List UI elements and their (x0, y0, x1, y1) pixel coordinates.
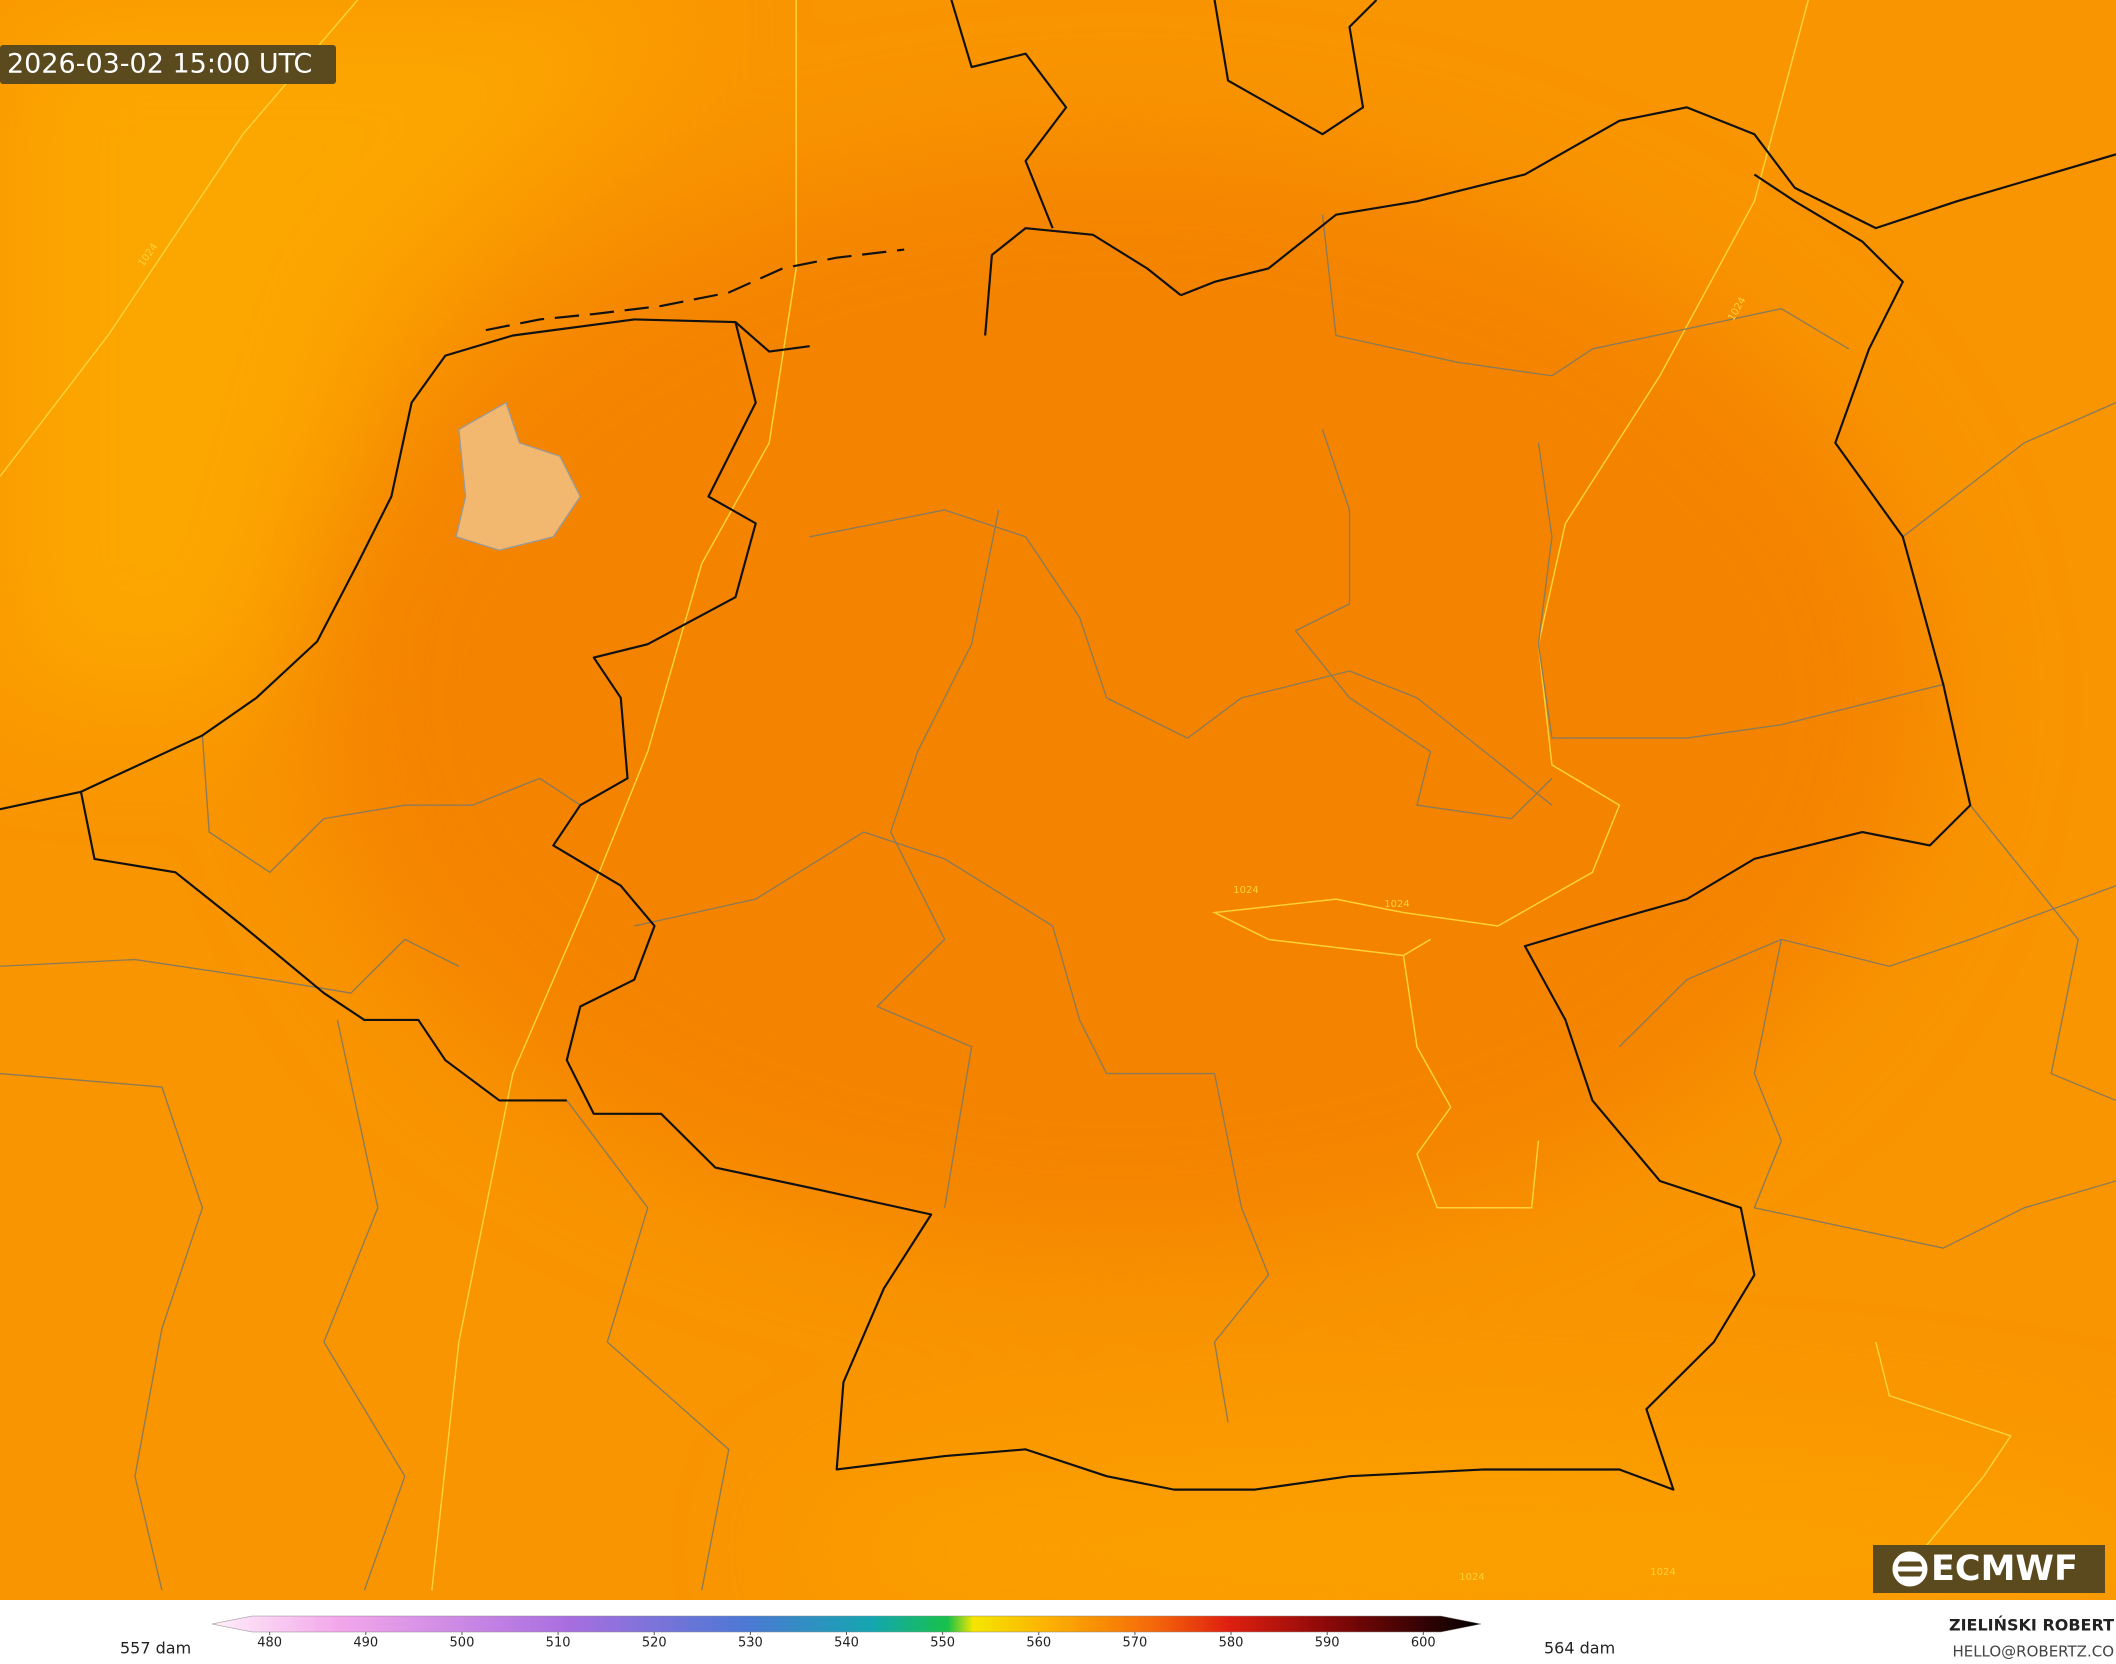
colorbar-min-label: 557 dam (120, 1639, 191, 1658)
contour-label: 1024 (1384, 899, 1409, 910)
coastline (0, 318, 810, 811)
colorbar-tick-label: 550 (930, 1636, 955, 1651)
region-border (634, 831, 1270, 1423)
region-border (323, 1019, 406, 1591)
region-border (1321, 214, 1850, 377)
logo-icon (1892, 1551, 1928, 1587)
credit-author: ZIELIŃSKI ROBERT (1949, 1616, 2114, 1635)
isobar (1211, 0, 1810, 957)
colorbar-tick-label: 490 (353, 1636, 378, 1651)
region-border (1537, 442, 1944, 739)
country-border (552, 173, 1972, 1491)
contour-label: 1024 (1233, 885, 1258, 896)
region-border (201, 735, 581, 873)
coastline (1180, 106, 2116, 297)
region-border (1753, 939, 2116, 1249)
coastline (984, 227, 1182, 336)
region-border (566, 1100, 730, 1591)
colorbar-tick-label: 590 (1315, 1636, 1340, 1651)
colorbar: 557 dam 564 dam ZIELIŃSKI ROBERT HELLO@R… (120, 1616, 2114, 1661)
region-border (1618, 885, 2116, 1048)
country-border (79, 791, 567, 1102)
colorbar-tick-label: 510 (546, 1636, 571, 1651)
logo: ECMWF (1931, 1549, 2078, 1589)
islands (485, 248, 905, 332)
region-border (809, 509, 1553, 806)
isobar (1402, 955, 1540, 1209)
region-border (0, 1072, 204, 1591)
region-border (1902, 401, 2116, 538)
colorbar-tick-label: 520 (642, 1636, 667, 1651)
colorbar-tick-label: 560 (1026, 1636, 1051, 1651)
isobar (431, 0, 797, 1591)
colorbar-tick-label: 480 (257, 1636, 282, 1651)
isobar (1875, 1341, 2012, 1591)
region-border (1294, 429, 1553, 820)
coastline (1213, 0, 1378, 136)
region-border (1969, 804, 2116, 1102)
contour-label: 1024 (1650, 1567, 1675, 1578)
credit-contact: HELLO@ROBERTZ.CO (1952, 1643, 2114, 1661)
timestamp: 2026-03-02 15:00 UTC (7, 49, 312, 80)
region-border (0, 938, 460, 994)
geography (0, 0, 2116, 1591)
contour-label: 1024 (1459, 1572, 1484, 1583)
coastline (950, 0, 1068, 229)
colorbar-tick-label: 600 (1411, 1636, 1436, 1651)
colorbar-gradient (211, 1615, 1482, 1633)
colorbar-tick-label: 530 (738, 1636, 763, 1651)
region-border (876, 509, 1000, 1208)
colorbar-tick-label: 580 (1219, 1636, 1244, 1651)
colorbar-tick-label: 540 (834, 1636, 859, 1651)
timestamp-box (0, 45, 336, 84)
colorbar-tick-label: 500 (450, 1636, 475, 1651)
colorbar-tick-label: 570 (1122, 1636, 1147, 1651)
lake (455, 401, 582, 551)
colorbar-max-label: 564 dam (1544, 1639, 1615, 1658)
